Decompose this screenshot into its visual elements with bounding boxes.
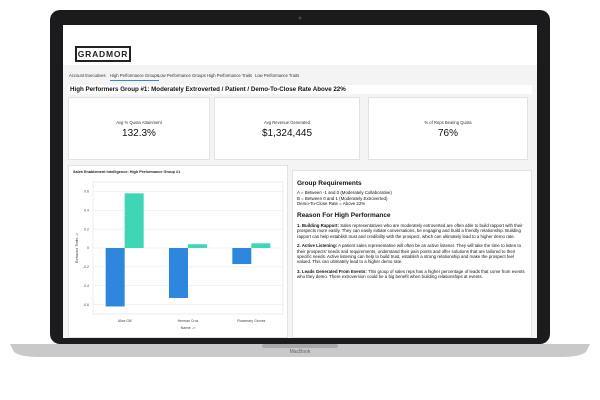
- reason: 2. Active Listening: A patient sales rep…: [297, 243, 527, 265]
- bar: [251, 243, 271, 248]
- reason-title: 2. Active Listening:: [297, 243, 338, 249]
- bar: [105, 248, 125, 307]
- reason-title: 1. Building Rapport:: [297, 223, 339, 229]
- y-axis-label: Behavior Traits ->: [75, 232, 79, 263]
- reason: 1. Building Rapport: Sales representativ…: [297, 223, 527, 239]
- tab[interactable]: Low Performance Traits: [255, 73, 300, 78]
- tab[interactable]: High Performance Traits: [207, 73, 253, 78]
- y-tick-label: -0.6: [83, 303, 89, 307]
- laptop-base: [10, 344, 590, 357]
- reasons: 1. Building Rapport: Sales representativ…: [297, 223, 527, 280]
- reason-heading: Reason For High Performance: [297, 211, 391, 219]
- camera: [298, 16, 302, 20]
- x-tick-label: Herman Cruz: [178, 319, 199, 323]
- chart: -0.6 -0.4 -0.2 0 0.2 0.4 0.6 Behavior Traits ->…: [75, 181, 284, 330]
- requirement-line: Demo-To-Close Rate = Above 22%: [297, 201, 366, 207]
- requirements-heading: Group Requirements: [297, 180, 362, 187]
- bar: [232, 248, 252, 265]
- kpi-card: % of Reps Beating Quota 76%: [368, 97, 528, 160]
- kpi-card: Avg Revenue Generated $1,324,445: [214, 97, 360, 160]
- requirement-line: A = Between -1 and 0 (Moderately Collabo…: [297, 190, 392, 196]
- kpi-label: Avg Revenue Generated: [263, 120, 311, 125]
- reason-text: A patient sales representative will ofte…: [297, 243, 522, 265]
- kpi-label: Avg % Quota Attainment: [116, 120, 162, 125]
- kpi-value: 132.3%: [122, 128, 156, 139]
- bar: [124, 193, 144, 248]
- chart-title: Sales Enablement Intelligence: High Perf…: [73, 170, 181, 174]
- tab[interactable]: Account Executives: [69, 73, 106, 78]
- chart-panel: Sales Enablement Intelligence: High Perf…: [68, 165, 288, 338]
- requirements-lines: A = Between -1 and 0 (Moderately Collabo…: [297, 190, 527, 206]
- reason: 3. Leads Generated From Events: This gro…: [297, 269, 527, 280]
- y-tick-label: 0.4: [84, 208, 89, 212]
- y-tick-label: 0.6: [84, 190, 89, 194]
- laptop-notch: [262, 344, 338, 348]
- tab[interactable]: Low Performance Groups: [158, 73, 206, 78]
- reason-text: This group of sales reps has a higher pe…: [297, 268, 525, 280]
- requirement-line: B = Between 0 and 1 (Moderately Extrover…: [297, 195, 388, 201]
- tab[interactable]: High Performance Groups: [110, 73, 159, 81]
- x-tick-label: Alice Gill: [118, 319, 132, 323]
- kpi-label: % of Reps Beating Quota: [424, 120, 472, 125]
- y-tick-label: -0.2: [83, 265, 89, 269]
- bar: [188, 244, 207, 248]
- x-tick-label: Rosemary Groves: [237, 319, 265, 323]
- brand: MacBook: [290, 349, 311, 355]
- kpi-value: 76%: [437, 128, 458, 139]
- requirements-panel: Group Requirements A = Between -1 and 0 …: [292, 170, 532, 338]
- x-axis-label: Name ->: [181, 326, 196, 330]
- reason-title: 3. Leads Generated From Events:: [297, 268, 367, 274]
- bar: [169, 248, 188, 298]
- kpi-card: Avg % Quota Attainment 132.3%: [68, 97, 210, 160]
- page-title: High Performers Group #1: Moderately Ext…: [68, 85, 532, 94]
- logo: GRADMOR: [75, 46, 131, 62]
- kpi-value: $1,324,445: [261, 128, 313, 139]
- y-tick-label: -0.4: [83, 284, 89, 288]
- y-tick-label: 0.2: [84, 227, 89, 231]
- y-tick-label: 0: [87, 246, 89, 250]
- header-bar: [63, 25, 537, 65]
- reason-text: Sales representatives who are moderately…: [297, 223, 523, 239]
